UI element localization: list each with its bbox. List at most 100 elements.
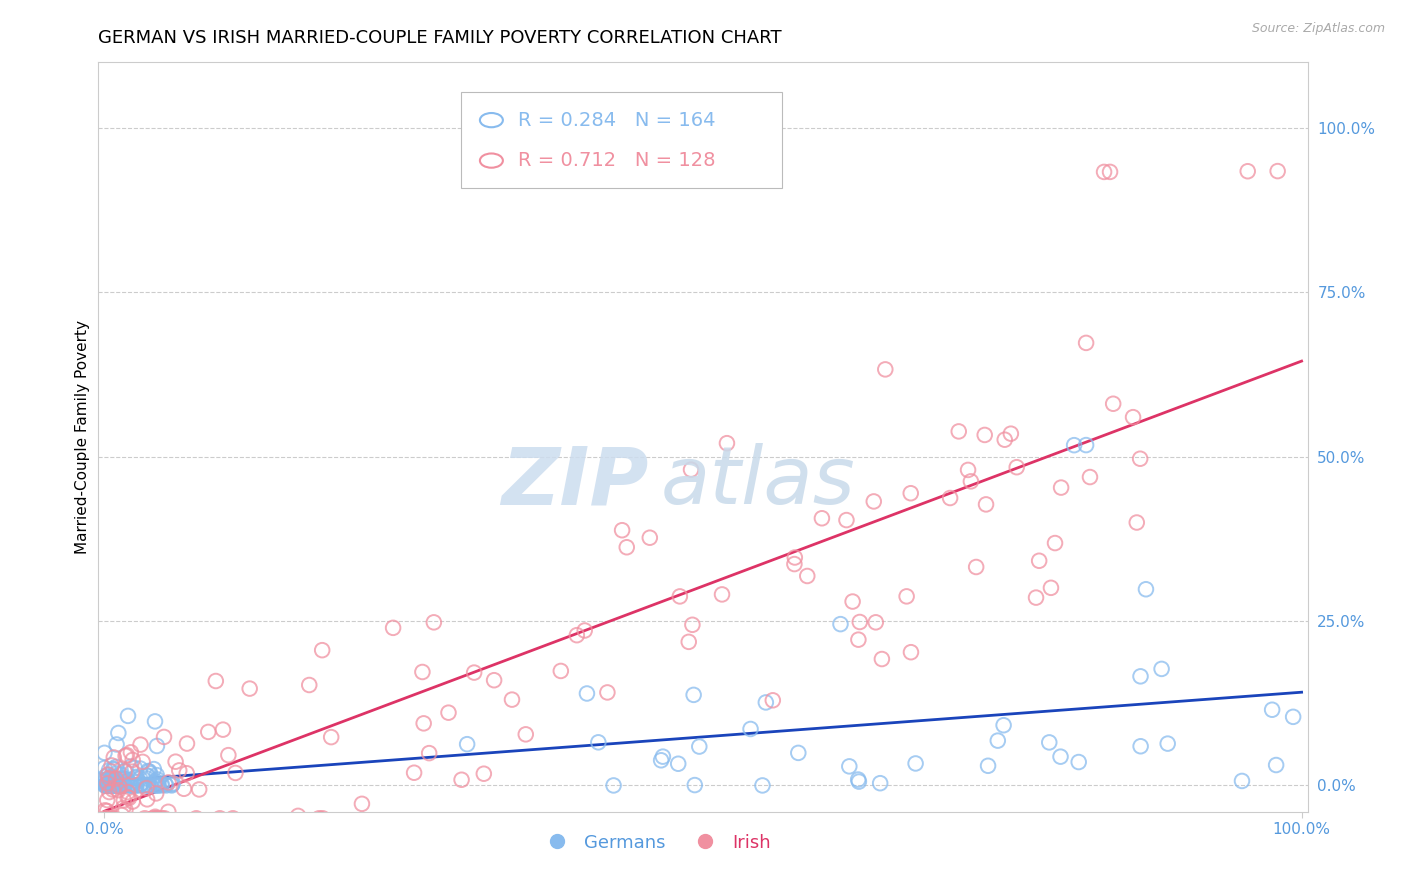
Point (610, 523, 633, 537)
Point (208, 811, 231, 825)
Point (105, 779, 128, 793)
Point (287, 809, 309, 823)
Point (1236, 164, 1258, 178)
Point (188, 782, 211, 797)
Point (638, 531, 661, 545)
Point (138, 779, 160, 793)
Point (136, 764, 159, 778)
Y-axis label: Married-Couple Family Poverty: Married-Couple Family Poverty (75, 320, 90, 554)
Point (96, 793, 118, 807)
Point (120, 745, 142, 759)
Point (783, 550, 806, 565)
Point (98, 779, 121, 793)
Point (101, 772, 124, 786)
Point (97, 776, 120, 790)
Point (1074, 438, 1097, 452)
Point (960, 475, 983, 489)
Point (115, 776, 138, 790)
Point (117, 773, 139, 788)
Point (974, 497, 997, 511)
Point (740, 722, 762, 736)
Point (1039, 581, 1062, 595)
Point (162, 776, 184, 790)
Point (114, 764, 136, 779)
Point (160, 779, 183, 793)
Point (146, 811, 169, 825)
Point (846, 772, 869, 787)
Point (1102, 397, 1125, 411)
Point (108, 779, 131, 793)
Point (148, 779, 170, 793)
Point (165, 755, 187, 769)
Legend: Germans, Irish: Germans, Irish (531, 827, 778, 859)
Point (110, 779, 132, 793)
Point (1074, 335, 1097, 350)
Point (107, 777, 129, 791)
Point (145, 779, 167, 793)
Point (105, 773, 128, 788)
Point (112, 779, 135, 793)
Point (114, 748, 136, 763)
Point (681, 617, 703, 632)
Point (575, 686, 598, 700)
Point (105, 779, 128, 793)
Point (153, 730, 176, 744)
Point (118, 779, 141, 793)
Point (977, 759, 1000, 773)
Point (1129, 451, 1152, 466)
Point (298, 678, 321, 692)
Point (650, 753, 672, 767)
Point (1150, 662, 1173, 676)
Point (311, 643, 333, 657)
Point (96, 779, 118, 793)
Point (110, 779, 132, 793)
Point (114, 773, 136, 788)
Point (787, 746, 810, 760)
Point (110, 779, 132, 793)
Point (596, 685, 619, 699)
Point (437, 706, 460, 720)
Point (108, 779, 131, 793)
Point (870, 652, 893, 666)
Point (94, 803, 117, 817)
Point (350, 797, 373, 811)
Point (651, 749, 673, 764)
Point (900, 645, 922, 659)
Point (146, 772, 169, 787)
Point (574, 624, 596, 638)
Text: R = 0.712   N = 128: R = 0.712 N = 128 (517, 151, 716, 170)
Point (900, 486, 922, 500)
FancyBboxPatch shape (461, 93, 782, 188)
Point (128, 779, 150, 793)
Point (94, 770, 117, 784)
Point (1049, 749, 1071, 764)
Point (105, 779, 128, 793)
Point (100, 779, 122, 793)
Point (157, 775, 180, 789)
Point (98, 779, 121, 793)
Point (146, 779, 169, 793)
Point (450, 772, 472, 787)
Point (145, 786, 167, 800)
Point (107, 783, 129, 797)
Point (222, 811, 245, 825)
Point (987, 733, 1010, 747)
Point (145, 811, 167, 825)
Point (110, 767, 132, 781)
Point (197, 725, 219, 739)
Point (104, 774, 127, 789)
Point (97, 768, 120, 782)
Point (176, 766, 198, 780)
Point (848, 615, 870, 629)
Point (104, 779, 127, 793)
Point (94, 772, 117, 787)
Point (145, 774, 167, 789)
Point (112, 772, 135, 786)
Text: ZIP: ZIP (501, 443, 648, 521)
Point (155, 779, 177, 793)
Point (482, 673, 505, 688)
Point (682, 688, 704, 702)
Point (841, 594, 863, 608)
Point (104, 773, 127, 788)
Point (616, 541, 638, 555)
